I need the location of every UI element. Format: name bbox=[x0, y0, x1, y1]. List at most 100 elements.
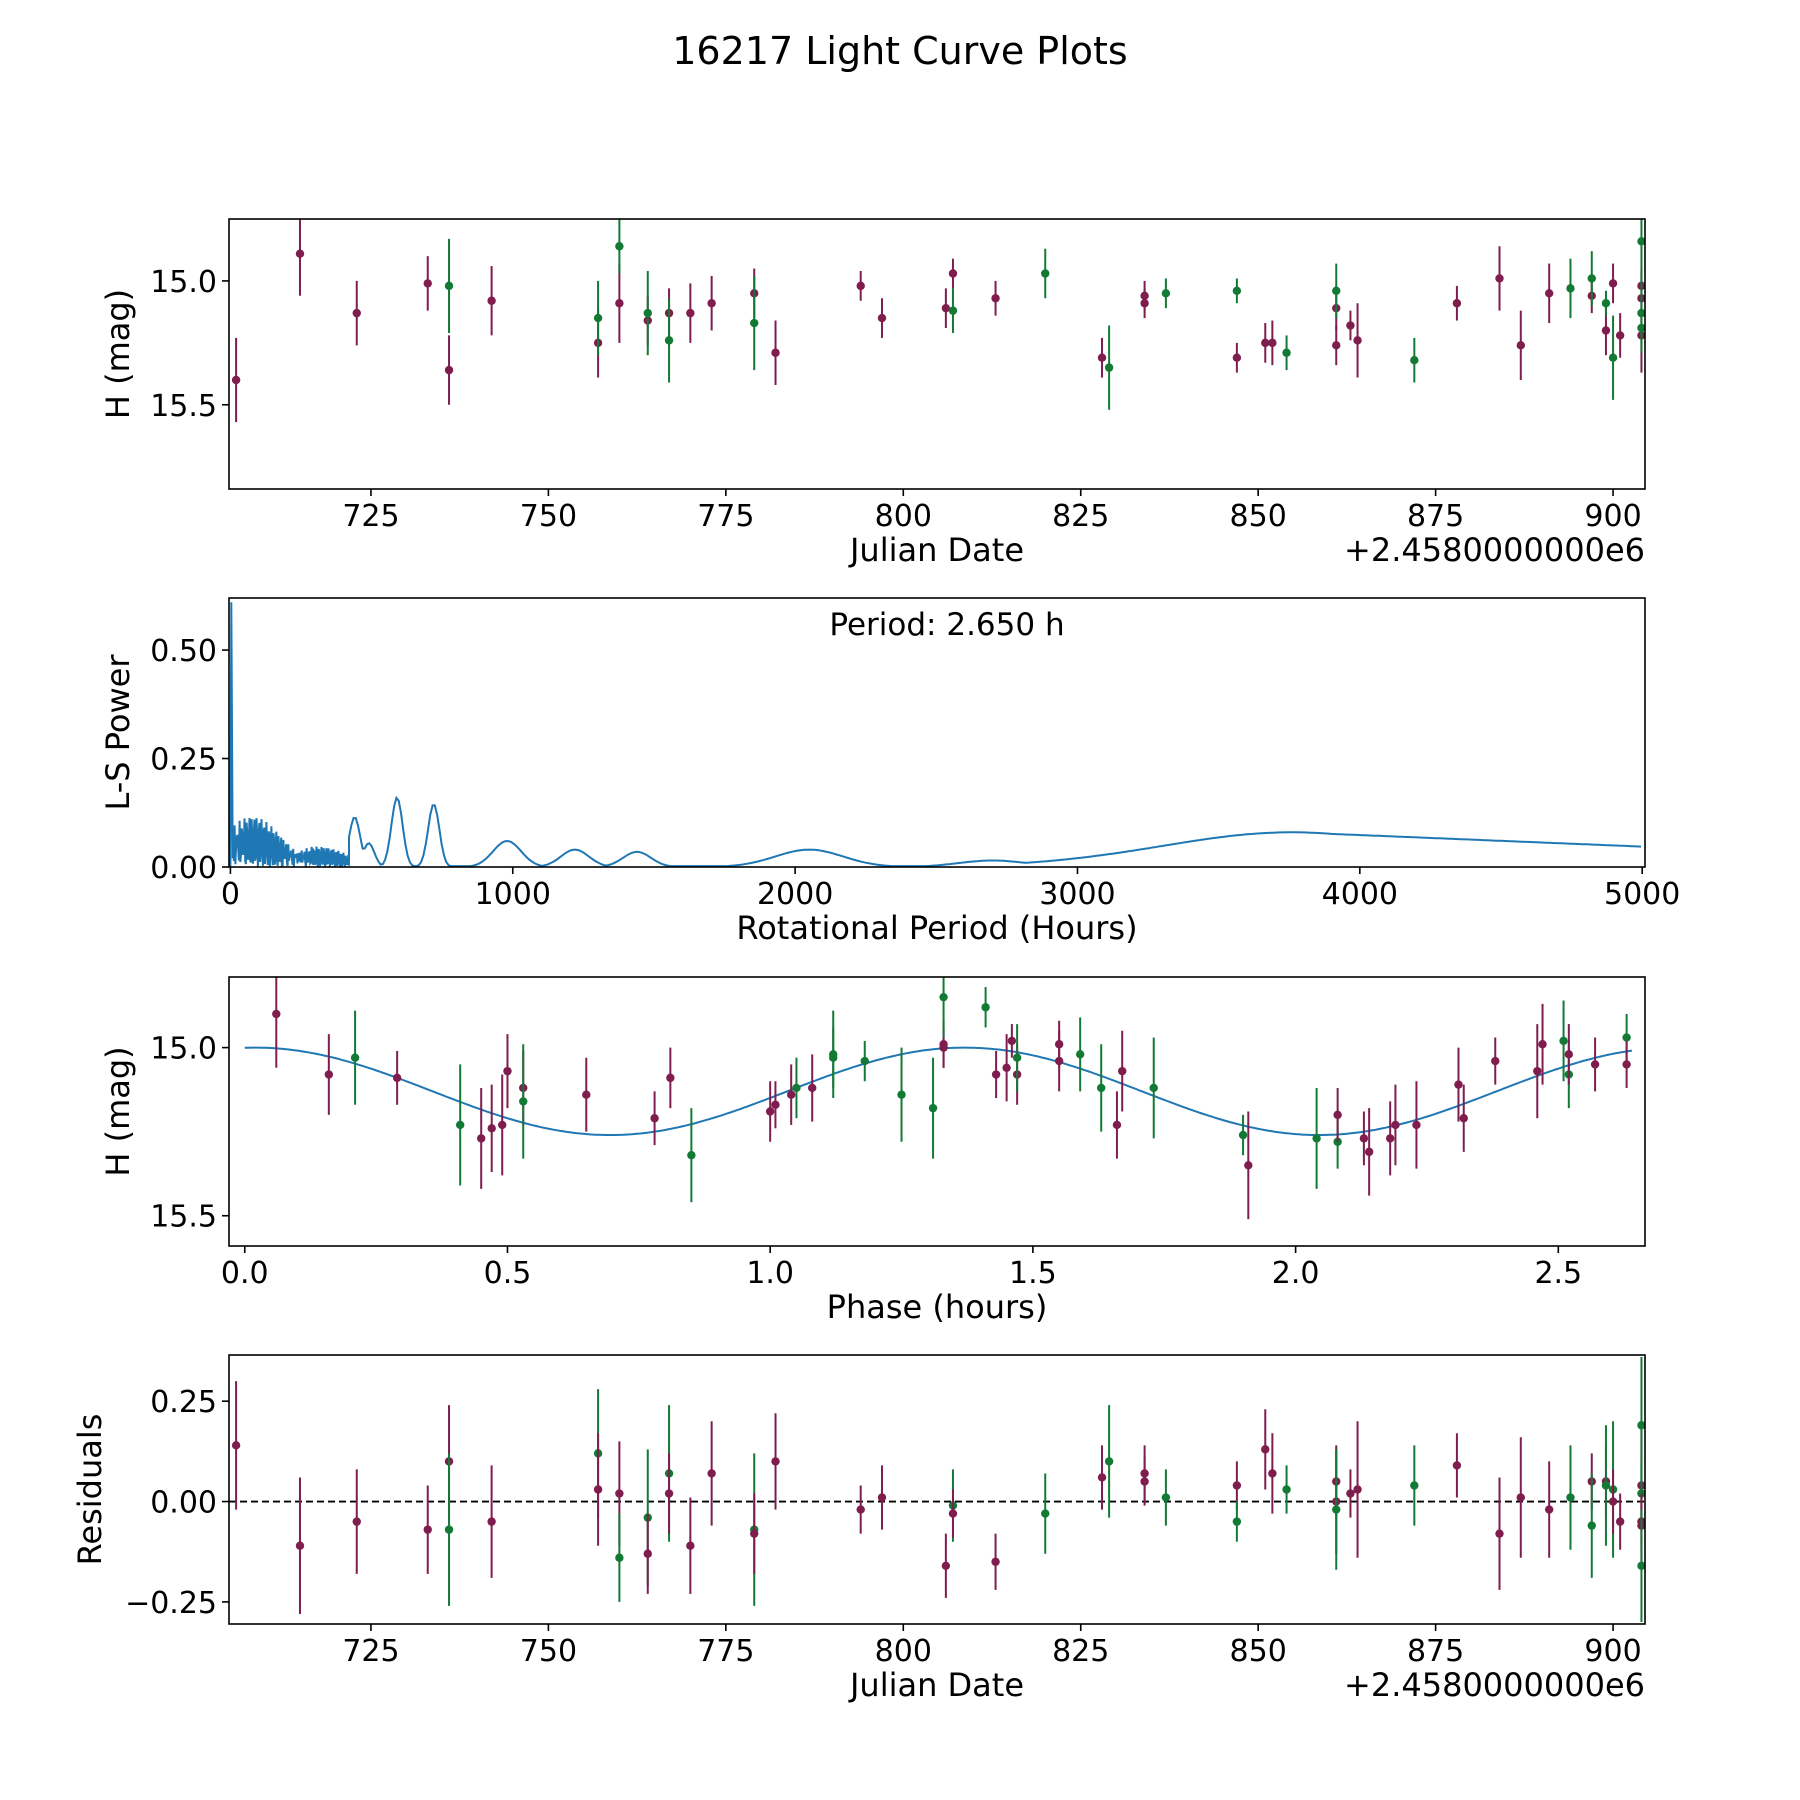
x-tick-label: 800 bbox=[875, 499, 932, 534]
data-point-magenta bbox=[1097, 1473, 1107, 1482]
data-point-green bbox=[1637, 1421, 1645, 1430]
data-point-green bbox=[1149, 1083, 1158, 1093]
data-point-magenta bbox=[487, 1124, 496, 1133]
data-point-magenta bbox=[1333, 1110, 1342, 1120]
x-tick-label: 800 bbox=[875, 1634, 932, 1669]
y-tick-label: 0.00 bbox=[150, 1486, 217, 1521]
x-tick-label: 850 bbox=[1230, 1634, 1287, 1669]
data-point-magenta bbox=[1516, 341, 1525, 350]
x-tick-label: 775 bbox=[697, 1634, 754, 1669]
data-point-magenta bbox=[1452, 299, 1462, 308]
x-tick-label: 900 bbox=[1584, 1634, 1641, 1669]
plot-area bbox=[244, 977, 1633, 1220]
x-tick-label: 875 bbox=[1407, 1634, 1464, 1669]
x-tick-label: 3000 bbox=[1039, 877, 1115, 912]
data-point-magenta bbox=[856, 1505, 865, 1514]
data-point-green bbox=[1232, 286, 1242, 296]
data-point-magenta bbox=[1232, 1481, 1242, 1490]
x-tick-label: 750 bbox=[520, 1634, 577, 1669]
data-point-magenta bbox=[1112, 1120, 1122, 1130]
y-tick-label: 15.0 bbox=[150, 265, 217, 300]
data-point-magenta bbox=[295, 1541, 305, 1550]
data-point-magenta bbox=[991, 294, 1000, 303]
data-point-magenta bbox=[1002, 1063, 1011, 1072]
x-tick-label: 725 bbox=[342, 499, 399, 534]
data-point-magenta bbox=[582, 1090, 591, 1099]
y-tick-label: 0.00 bbox=[150, 851, 217, 886]
data-point-magenta bbox=[1097, 353, 1107, 362]
data-point-green bbox=[928, 1103, 938, 1113]
data-point-magenta bbox=[1353, 1485, 1362, 1494]
y-tick-label: 15.0 bbox=[150, 1032, 217, 1067]
x-tick-label: 775 bbox=[697, 499, 754, 534]
data-point-magenta bbox=[1533, 1066, 1542, 1076]
residuals-panel: 725 750 775 800 825 850 875 900 0.25 0.00 −0.25 Jul… bbox=[71, 1354, 1646, 1704]
data-point-magenta bbox=[231, 375, 241, 385]
data-point-green bbox=[615, 1553, 624, 1562]
data-point-magenta bbox=[352, 1517, 361, 1526]
x-tick-label: 825 bbox=[1052, 1634, 1109, 1669]
data-point-magenta bbox=[1364, 1147, 1374, 1157]
data-point-magenta bbox=[487, 296, 496, 305]
data-point-green bbox=[687, 1151, 696, 1160]
data-point-magenta bbox=[615, 299, 624, 308]
data-point-magenta bbox=[666, 1073, 675, 1083]
data-point-green bbox=[593, 313, 603, 323]
data-point-magenta bbox=[1495, 1529, 1504, 1538]
axes-frame bbox=[228, 976, 1646, 1247]
data-point-magenta bbox=[1268, 338, 1277, 348]
data-point-magenta bbox=[1140, 291, 1149, 300]
x-tick-label: 1000 bbox=[475, 877, 551, 912]
data-point-magenta bbox=[498, 1120, 507, 1130]
data-point-magenta bbox=[1459, 1114, 1468, 1123]
data-point-green bbox=[1282, 1485, 1291, 1494]
data-point-green bbox=[1282, 348, 1291, 357]
data-point-green bbox=[1587, 1521, 1596, 1530]
data-point-magenta bbox=[1601, 326, 1611, 335]
data-point-magenta bbox=[939, 1040, 948, 1049]
data-point-magenta bbox=[423, 1525, 432, 1534]
data-point-magenta bbox=[295, 249, 305, 258]
data-point-green bbox=[1332, 286, 1341, 296]
data-point-magenta bbox=[1495, 274, 1504, 283]
y-tick-label: 0.25 bbox=[150, 1385, 217, 1420]
data-point-green bbox=[1410, 1481, 1419, 1490]
data-point-magenta bbox=[423, 279, 432, 288]
x-tick-label: 2.0 bbox=[1272, 1256, 1320, 1291]
y-tick-label: 15.5 bbox=[150, 1200, 217, 1235]
data-point-magenta bbox=[877, 313, 887, 323]
data-point-green bbox=[1601, 1481, 1611, 1490]
x-axis-label: Rotational Period (Hours) bbox=[736, 909, 1137, 947]
data-point-magenta bbox=[1615, 331, 1625, 340]
phased-light-curve-panel: 0.0 0.5 1.0 1.5 2.0 2.5 15.5 15.0 Phase (hours) H… bbox=[99, 976, 1646, 1326]
y-tick-label: −0.25 bbox=[125, 1586, 217, 1621]
data-point-magenta bbox=[686, 1541, 695, 1550]
data-point-green bbox=[1232, 1517, 1242, 1526]
data-point-magenta bbox=[503, 1066, 512, 1076]
data-point-magenta bbox=[991, 1557, 1000, 1566]
x-tick-label: 1.5 bbox=[1009, 1256, 1057, 1291]
data-point-green bbox=[1104, 363, 1114, 372]
data-point-magenta bbox=[1268, 1469, 1277, 1478]
data-point-green bbox=[829, 1053, 838, 1062]
data-point-green bbox=[939, 992, 948, 1002]
period-annotation: Period: 2.650 h bbox=[829, 607, 1064, 643]
data-point-magenta bbox=[650, 1114, 659, 1123]
x-axis-offset-label: +2.4580000000e6 bbox=[1344, 531, 1645, 569]
data-point-green bbox=[1601, 299, 1611, 308]
x-tick-label: 900 bbox=[1584, 499, 1641, 534]
data-point-magenta bbox=[1054, 1040, 1064, 1049]
data-point-green bbox=[1637, 237, 1645, 246]
data-point-magenta bbox=[272, 1009, 281, 1019]
data-point-magenta bbox=[771, 348, 780, 357]
x-tick-label: 725 bbox=[342, 1634, 399, 1669]
x-tick-label: 4000 bbox=[1322, 877, 1398, 912]
data-point-green bbox=[1161, 1493, 1171, 1502]
x-axis-label: Julian Date bbox=[848, 531, 1024, 569]
data-point-green bbox=[1637, 1561, 1645, 1570]
data-point-magenta bbox=[991, 1070, 1001, 1079]
data-point-magenta bbox=[877, 1493, 887, 1502]
data-point-green bbox=[1161, 289, 1171, 298]
data-point-green bbox=[948, 306, 958, 315]
data-point-magenta bbox=[1538, 1040, 1547, 1049]
